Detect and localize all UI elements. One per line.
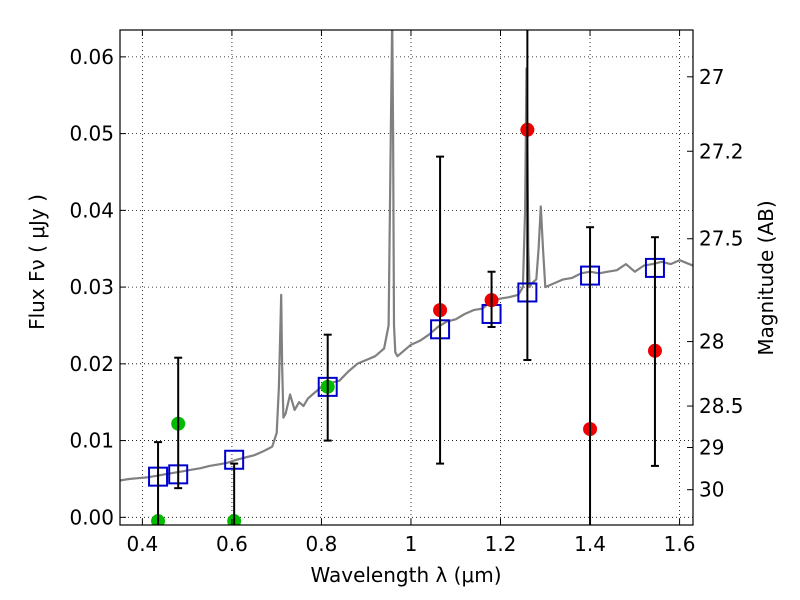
x-axis-label: Wavelength λ (μm)	[310, 563, 501, 587]
spectrum-line	[120, 30, 693, 482]
right-tick-label: 29	[699, 435, 724, 459]
y-tick-label: 0.06	[69, 45, 114, 69]
x-tick-label: 0.8	[306, 532, 338, 556]
right-tick-label: 27	[699, 65, 724, 89]
y-axis-label: Flux Fν ( μJy )	[25, 194, 49, 330]
x-tick-label: 1.2	[485, 532, 517, 556]
right-tick-label: 28	[699, 330, 724, 354]
y-tick-label: 0.02	[69, 352, 114, 376]
x-tick-label: 0.6	[216, 532, 248, 556]
right-tick-label: 27.5	[699, 227, 744, 251]
tick-layer: 0.4 0.6 0.8 1 1.2 1.4 1.6 0.00 0.01 0.02 0.03 0.04 0…	[69, 30, 744, 556]
errorbar-layer	[154, 30, 659, 525]
y-tick-label: 0.05	[69, 122, 114, 146]
x-tick-label: 1	[405, 532, 418, 556]
right-tick-label: 28.5	[699, 394, 744, 418]
x-tick-label: 1.4	[574, 532, 606, 556]
y-tick-label: 0.04	[69, 198, 114, 222]
right-tick-label: 30	[699, 478, 724, 502]
plot-frame	[119, 29, 694, 526]
y-tick-label: 0.03	[69, 275, 114, 299]
x-tick-label: 1.6	[664, 532, 696, 556]
plot-background	[120, 30, 693, 525]
y-tick-label: 0.00	[69, 505, 114, 529]
right-tick-label: 27.2	[699, 139, 744, 163]
x-tick-label: 0.4	[126, 532, 158, 556]
y-tick-label: 0.01	[69, 429, 114, 453]
y-axis-right-label: Magnitude (AB)	[754, 200, 778, 355]
